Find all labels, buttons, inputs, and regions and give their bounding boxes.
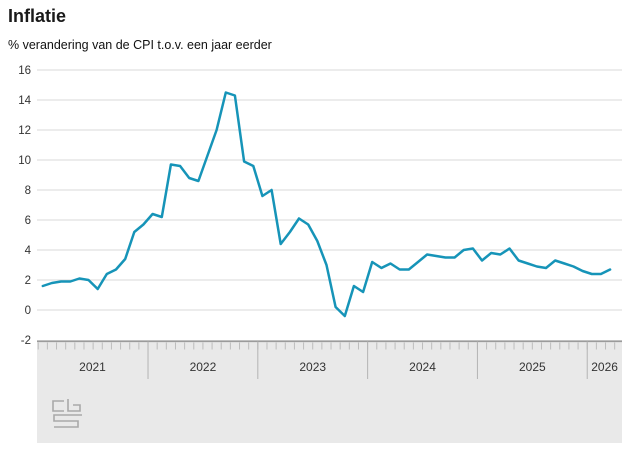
y-axis-tick-label: 8 xyxy=(25,185,31,197)
year-label: 2023 xyxy=(299,360,326,374)
y-axis-tick-label: 4 xyxy=(25,245,32,257)
cbs-logo xyxy=(52,399,82,428)
year-label: 2024 xyxy=(409,360,436,374)
inflation-line xyxy=(41,91,612,318)
y-axis-tick-label: 2 xyxy=(25,275,31,287)
chart-subtitle: % verandering van de CPI t.o.v. een jaar… xyxy=(8,38,272,52)
cbs-logo-glyph xyxy=(52,399,82,428)
y-axis-tick-label: -2 xyxy=(21,335,31,347)
y-axis-tick-label: 0 xyxy=(25,305,31,317)
y-axis-tick-label: 16 xyxy=(18,65,31,77)
year-label: 2022 xyxy=(190,360,217,374)
x-axis-band xyxy=(37,340,622,443)
year-label: 2021 xyxy=(79,360,106,374)
page-title: Inflatie xyxy=(8,6,67,26)
y-axis-tick-label: 12 xyxy=(18,125,31,137)
y-axis-tick-label: 10 xyxy=(18,155,31,167)
year-label: 2026 xyxy=(591,360,618,374)
y-axis-tick-label: 6 xyxy=(25,215,31,227)
y-axis-tick-label: 14 xyxy=(18,95,31,107)
year-label: 2025 xyxy=(519,360,546,374)
